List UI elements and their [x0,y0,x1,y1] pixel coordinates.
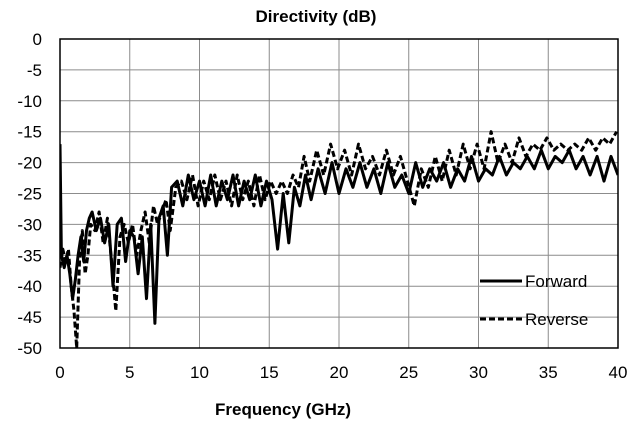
series-layer [60,130,618,348]
series-line-reverse [60,130,618,348]
x-tick-label: 20 [330,363,349,382]
x-tick-label: 40 [609,363,628,382]
x-tick-label: 25 [399,363,418,382]
x-tick-label: 0 [55,363,64,382]
y-tick-label: 0 [33,30,42,49]
y-tick-label: -15 [17,123,42,142]
y-tick-label: -35 [17,246,42,265]
legend-label-forward: Forward [525,272,587,291]
x-tick-label: 30 [469,363,488,382]
y-tick-label: -20 [17,154,42,173]
y-tick-label: -10 [17,92,42,111]
legend-label-reverse: Reverse [525,310,588,329]
x-tick-label: 10 [190,363,209,382]
x-tick-label: 35 [539,363,558,382]
chart-title: Directivity (dB) [256,7,377,26]
legend: Forward Reverse [480,272,588,329]
y-tick-label: -40 [17,277,42,296]
y-tick-label: -30 [17,215,42,234]
series-line-forward [60,144,618,325]
y-tick-label: -5 [27,61,42,80]
x-axis-title: Frequency (GHz) [215,400,351,419]
tick-labels: 0 5 10 15 20 25 30 35 40 0 -5 -10 -15 -20 -25 -30 -35 -40… [17,30,627,382]
x-tick-label: 5 [125,363,134,382]
y-tick-label: -25 [17,185,42,204]
x-tick-label: 15 [260,363,279,382]
y-tick-label: -50 [17,339,42,358]
y-tick-label: -45 [17,308,42,327]
